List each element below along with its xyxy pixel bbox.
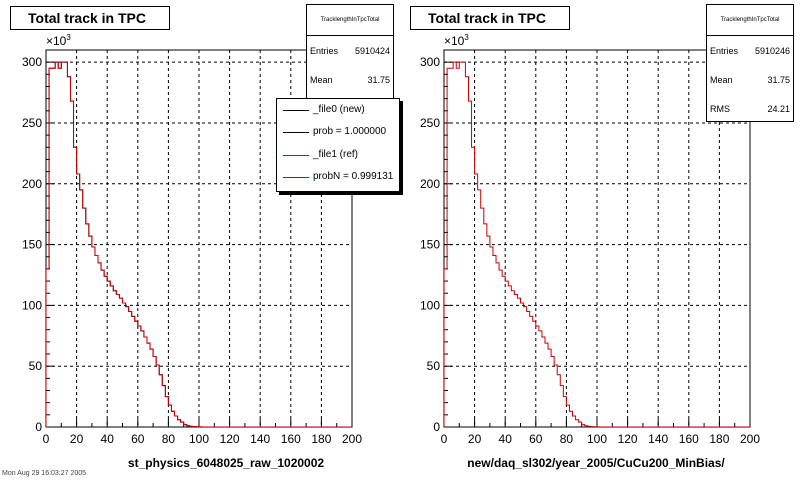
x-tick-label: 180 (709, 432, 729, 446)
chart-title: Total track in TPC (410, 6, 570, 30)
y-tick-label: 200 (420, 177, 440, 191)
x-tick-label: 100 (189, 432, 209, 446)
legend: _file0 (new) prob = 1.000000 _file1 (ref… (276, 98, 400, 192)
x-tick-label: 0 (441, 432, 448, 446)
stats-separator (707, 35, 793, 36)
x-tick-label: 60 (131, 432, 145, 446)
legend-entry: probN = 0.999131 (283, 171, 399, 185)
stats-box: TracklengthInTpcTotal Entries 5910246 Mea… (706, 4, 794, 122)
y-tick-label: 100 (22, 298, 42, 312)
x-tick-label: 20 (468, 432, 482, 446)
legend-swatch (283, 110, 309, 111)
y-tick-label: 250 (420, 116, 440, 130)
legend-swatch (283, 132, 309, 133)
x-tick-label: 120 (618, 432, 638, 446)
right-chart-panel: 0 20 40 60 80 100 120 140 160 180 200 0 50 100 150 200 2… (400, 0, 800, 480)
x-tick-label: 20 (70, 432, 84, 446)
x-tick-label: 40 (499, 432, 513, 446)
x-tick-label: 60 (529, 432, 543, 446)
y-tick-label: 50 (427, 359, 441, 373)
footer-timestamp: Mon Aug 29 16:03:27 2005 (2, 470, 87, 477)
legend-entry: _file1 (ref) (283, 149, 399, 163)
y-tick-label: 100 (420, 298, 440, 312)
x-tick-label: 180 (311, 432, 331, 446)
stats-title: TracklengthInTpcTotal (320, 17, 380, 23)
y-tick-label: 200 (22, 177, 42, 191)
y-exponent-label: ×103 (46, 33, 71, 48)
stats-title: TracklengthInTpcTotal (720, 17, 780, 23)
x-tick-label: 160 (679, 432, 699, 446)
x-tick-label: 200 (342, 432, 362, 446)
x-tick-label: 200 (740, 432, 760, 446)
y-exponent-label: ×103 (444, 33, 469, 48)
y-tick-label: 0 (433, 420, 440, 434)
y-tick-label: 300 (22, 55, 42, 69)
histogram-series-line (444, 61, 750, 427)
y-tick-label: 250 (22, 116, 42, 130)
chart-title: Total track in TPC (10, 6, 170, 30)
y-tick-label: 150 (420, 238, 440, 252)
x-tick-label: 100 (587, 432, 607, 446)
left-chart-panel: 0 20 40 60 80 100 120 140 160 180 200 0 50 100 150 200 2… (10, 4, 400, 470)
y-tick-label: 150 (22, 238, 42, 252)
x-tick-label: 140 (250, 432, 270, 446)
y-tick-label: 0 (35, 420, 42, 434)
right-chart-svg: 0 20 40 60 80 100 120 140 160 180 200 0 50 100 150 200 2… (420, 49, 760, 446)
x-tick-label: 80 (162, 432, 176, 446)
x-tick-label: 40 (101, 432, 115, 446)
x-tick-label: 120 (220, 432, 240, 446)
x-axis-label: st_physics_6048025_raw_1020002 (127, 456, 325, 470)
stats-separator (307, 35, 393, 36)
legend-swatch (283, 177, 309, 178)
y-tick-label: 50 (29, 359, 43, 373)
x-tick-label: 160 (281, 432, 301, 446)
x-tick-label: 0 (43, 432, 50, 446)
x-tick-label: 80 (560, 432, 574, 446)
histogram-series-line (46, 61, 352, 427)
legend-entry: _file0 (new) (283, 104, 399, 118)
legend-entry: prob = 1.000000 (283, 126, 399, 140)
x-axis-label: new/daq_sl302/year_2005/CuCu200_MinBias/ (467, 456, 725, 470)
legend-swatch (283, 155, 309, 156)
x-tick-label: 140 (648, 432, 668, 446)
y-tick-label: 300 (420, 55, 440, 69)
